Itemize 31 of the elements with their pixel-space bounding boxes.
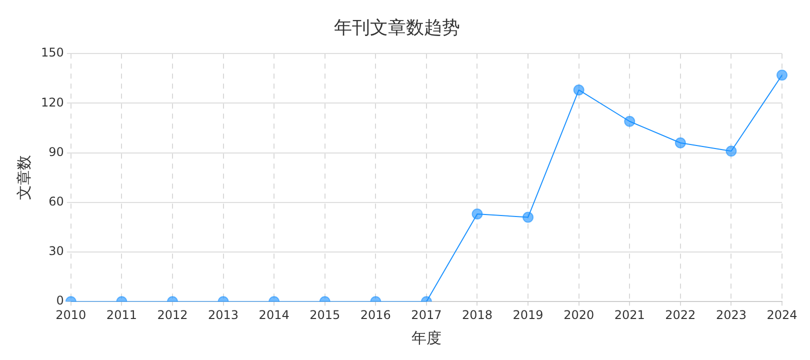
x-tick-label: 2024 <box>766 308 798 322</box>
point <box>624 116 636 127</box>
x-tick-label: 2012 <box>157 308 188 322</box>
y-tick-label: 0 <box>56 294 64 308</box>
y-tick-label: 30 <box>48 244 64 258</box>
x-tick-label: 2022 <box>665 308 696 322</box>
x-tick-label: 2016 <box>360 308 391 322</box>
x-tick-label: 2013 <box>208 308 239 322</box>
chart-title: 年刊文章数趋势 <box>334 17 460 38</box>
point <box>472 208 483 220</box>
y-tick-label: 60 <box>48 194 64 209</box>
x-tick-label: 2020 <box>564 308 594 322</box>
x-tick-label: 2021 <box>614 308 645 322</box>
x-tick-label: 2014 <box>258 308 290 322</box>
x-tick-label: 2023 <box>716 308 746 322</box>
x-tick-label: 2019 <box>512 308 544 322</box>
point <box>573 84 584 96</box>
x-tick-label: 2011 <box>106 308 137 322</box>
point <box>776 70 788 81</box>
x-tick-label: 2010 <box>56 308 86 322</box>
y-tick-label: 150 <box>41 46 64 60</box>
y-tick-label: 90 <box>48 144 64 159</box>
x-axis-title: 年度 <box>411 328 442 347</box>
y-tick-label: 120 <box>41 95 64 110</box>
x-tick-label: 2017 <box>411 308 442 322</box>
x-tick-label: 2018 <box>462 308 493 322</box>
point <box>522 212 534 223</box>
y-axis-title: 文章数 <box>14 155 33 200</box>
point <box>674 137 686 148</box>
point <box>726 146 737 157</box>
x-tick-label: 2015 <box>310 308 340 322</box>
